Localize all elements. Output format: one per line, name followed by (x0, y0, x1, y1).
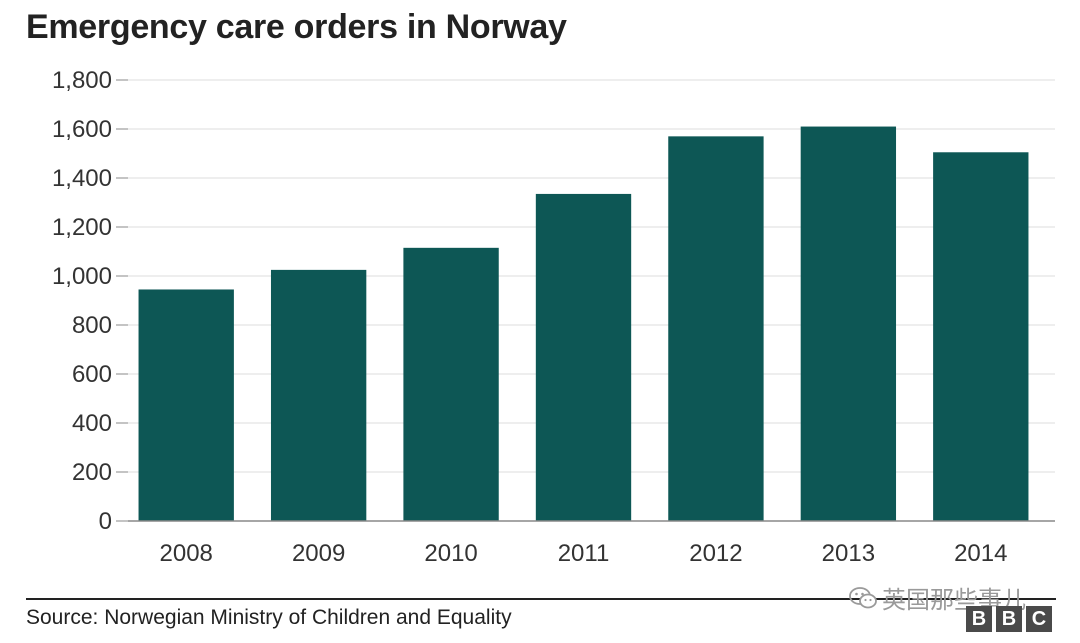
bbc-logo-letter: C (1026, 606, 1052, 632)
footer-divider (26, 598, 1056, 600)
bbc-logo-letter: B (996, 606, 1022, 632)
y-tick-label: 0 (99, 508, 112, 535)
wechat-icon (849, 586, 877, 608)
x-tick-label: 2013 (822, 540, 875, 567)
x-tick-label: 2010 (424, 540, 477, 567)
bbc-logo: B B C (966, 606, 1052, 632)
bar-2009 (270, 269, 367, 521)
bar-2008 (138, 289, 234, 521)
y-tick-label: 400 (72, 410, 112, 437)
bar-2011 (535, 193, 632, 522)
x-tick-label: 2014 (954, 540, 1007, 567)
bbc-logo-letter: B (966, 606, 992, 632)
x-tick-label: 2009 (292, 540, 345, 567)
y-axis-ticks: 0 200 400 600 800 1,000 1,200 1,400 1,600 1,800 (52, 67, 128, 535)
x-axis-ticks: 2008 2009 2010 2011 2012 2013 2014 (160, 540, 1008, 567)
y-tick-label: 200 (72, 459, 112, 486)
bar-2012 (668, 136, 764, 521)
bar-2013 (800, 126, 897, 522)
chart-title: Emergency care orders in Norway (26, 8, 567, 46)
bars (138, 126, 1029, 522)
y-tick-label: 1,400 (52, 165, 112, 192)
x-tick-label: 2011 (558, 540, 610, 567)
y-tick-label: 1,000 (52, 263, 112, 290)
y-tick-label: 1,600 (52, 116, 112, 143)
x-tick-label: 2012 (689, 540, 742, 567)
y-tick-label: 800 (72, 312, 112, 339)
bar-chart: 0 200 400 600 800 1,000 1,200 1,400 1,600 1,800 2… (52, 67, 1055, 567)
x-tick-label: 2008 (160, 540, 213, 567)
y-tick-label: 600 (72, 361, 112, 388)
y-tick-label: 1,200 (52, 214, 112, 241)
bar-2010 (403, 247, 499, 521)
y-tick-label: 1,800 (52, 67, 112, 94)
bar-2014 (933, 152, 1029, 521)
source-note: Source: Norwegian Ministry of Children a… (26, 606, 512, 629)
